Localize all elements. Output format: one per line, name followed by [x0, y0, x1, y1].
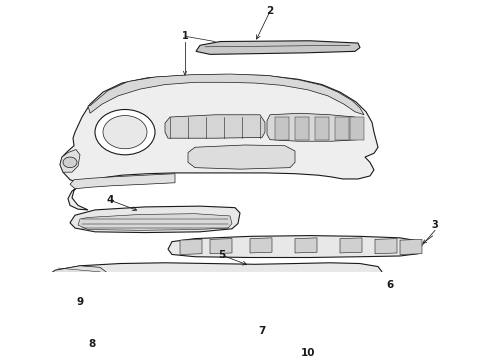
Text: 10: 10 [301, 348, 315, 359]
Polygon shape [250, 238, 272, 253]
Polygon shape [70, 174, 175, 189]
Polygon shape [196, 41, 360, 54]
Polygon shape [272, 326, 342, 345]
Polygon shape [320, 289, 382, 306]
Polygon shape [295, 238, 317, 253]
Polygon shape [45, 311, 140, 334]
Circle shape [63, 157, 77, 168]
Polygon shape [267, 113, 362, 141]
Polygon shape [295, 117, 309, 140]
Polygon shape [88, 291, 152, 308]
Polygon shape [200, 299, 322, 321]
Polygon shape [340, 238, 362, 253]
Polygon shape [112, 296, 130, 302]
Text: 5: 5 [219, 250, 225, 260]
Polygon shape [70, 206, 240, 233]
Polygon shape [50, 263, 382, 282]
Polygon shape [275, 117, 289, 140]
Polygon shape [78, 214, 232, 230]
Text: 6: 6 [387, 280, 393, 291]
Text: 3: 3 [432, 220, 439, 230]
Text: 8: 8 [88, 338, 96, 348]
Polygon shape [210, 239, 232, 254]
Text: 1: 1 [182, 31, 188, 41]
Text: 7: 7 [258, 326, 266, 336]
Polygon shape [335, 117, 349, 140]
Polygon shape [60, 75, 378, 210]
Text: 2: 2 [267, 6, 273, 16]
Circle shape [103, 116, 147, 149]
Polygon shape [180, 239, 202, 255]
Text: 9: 9 [76, 297, 84, 307]
Text: 4: 4 [106, 195, 114, 205]
Polygon shape [315, 117, 329, 140]
Ellipse shape [346, 294, 364, 301]
Polygon shape [165, 115, 265, 138]
Polygon shape [88, 74, 364, 115]
Polygon shape [168, 235, 420, 257]
Polygon shape [60, 149, 80, 172]
Polygon shape [188, 145, 295, 169]
Polygon shape [50, 266, 108, 282]
Polygon shape [400, 239, 422, 255]
Polygon shape [350, 117, 364, 140]
Polygon shape [375, 239, 397, 254]
Circle shape [95, 109, 155, 155]
